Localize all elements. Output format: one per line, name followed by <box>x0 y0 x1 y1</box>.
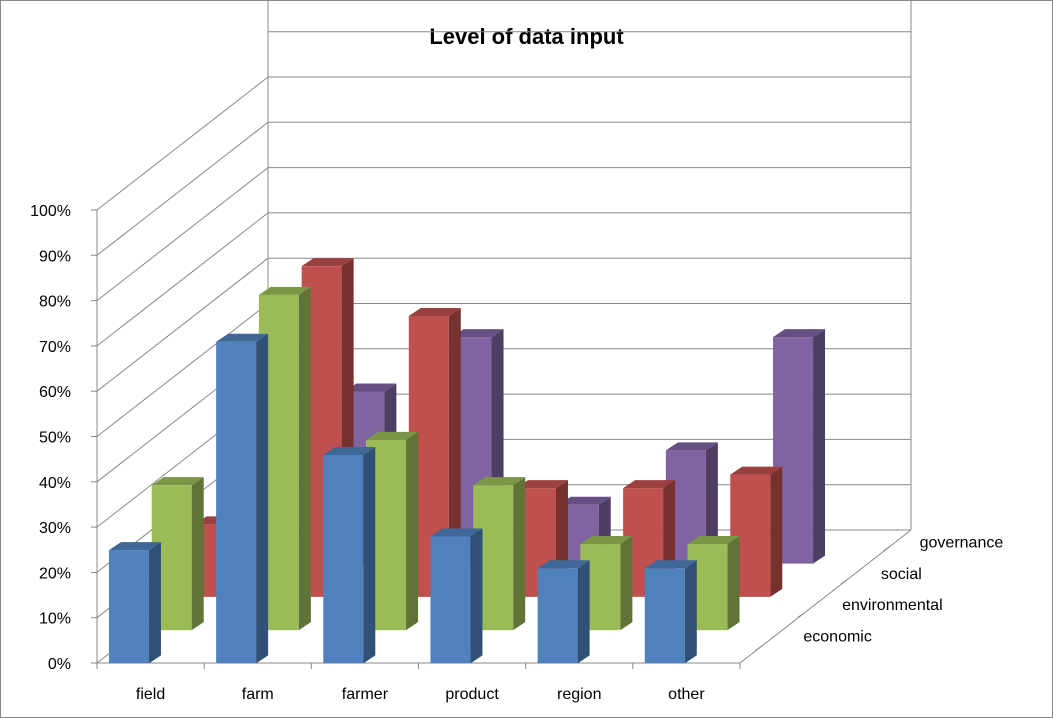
bar-side-environmental <box>298 286 311 631</box>
bar-side-economic <box>148 542 161 664</box>
series-label: environmental <box>842 597 943 614</box>
bar-top-economic <box>216 333 269 342</box>
y-tick-label: 40% <box>39 475 71 492</box>
y-tick-label: 80% <box>39 294 71 311</box>
depth-axis-line <box>739 529 912 664</box>
bar-side-economic <box>256 333 269 664</box>
bar-top-economic <box>537 560 590 569</box>
bar-side-economic <box>363 446 376 664</box>
x-tick-label: other <box>668 686 705 703</box>
side-gridline <box>96 212 269 347</box>
bar-side-social <box>448 308 461 597</box>
chart-title: Level of data input <box>429 24 624 49</box>
bar-front-economic <box>644 568 685 664</box>
bar-side-economic <box>470 528 483 664</box>
bar-side-environmental <box>513 477 526 631</box>
bar-top-governance <box>665 442 718 451</box>
bar-top-economic <box>644 560 697 569</box>
bar-top-environmental <box>151 477 204 486</box>
bar-top-environmental <box>366 431 419 440</box>
bar-top-environmental <box>258 286 311 295</box>
bar-top-social <box>408 308 461 317</box>
side-gridline <box>96 303 269 437</box>
depth-tick-mark <box>797 612 805 618</box>
bar-front-economic <box>216 341 257 664</box>
bar-top-economic <box>430 528 483 537</box>
bar-front-economic <box>430 536 471 664</box>
x-tick-label: region <box>557 686 601 703</box>
y-tick-label: 70% <box>39 339 71 356</box>
bar-top-environmental <box>580 536 633 545</box>
x-tick-label: product <box>445 686 499 703</box>
bar-top-environmental <box>473 477 526 486</box>
bar-top-social <box>301 258 354 267</box>
bar-top-social <box>730 466 783 475</box>
side-gridline <box>96 121 269 256</box>
bar-top-governance <box>344 383 397 392</box>
bar-side-environmental <box>406 431 419 631</box>
depth-tick-mark <box>840 579 848 585</box>
series-label: governance <box>920 535 1004 552</box>
y-tick-label: 100% <box>30 203 71 220</box>
bar-top-social <box>623 480 676 489</box>
bar-side-governance <box>813 329 826 564</box>
x-tick-label: farmer <box>342 686 389 703</box>
bar-top-social <box>515 480 568 489</box>
bar-side-environmental <box>727 536 740 631</box>
series-label: social <box>881 566 922 583</box>
bar-side-economic <box>577 560 590 664</box>
series-label: economic <box>803 628 871 645</box>
bar-side-economic <box>684 560 697 664</box>
bar-front-economic <box>323 454 364 664</box>
x-tick-label: field <box>136 686 165 703</box>
depth-tick-mark <box>755 645 762 651</box>
bar-top-environmental <box>687 536 740 545</box>
y-tick-label: 10% <box>39 611 71 628</box>
depth-tick-mark <box>883 546 890 552</box>
y-tick-label: 0% <box>48 656 71 673</box>
y-tick-label: 30% <box>39 520 71 537</box>
side-gridline <box>96 167 269 301</box>
bar-top-governance <box>773 329 826 338</box>
bar-top-economic <box>323 446 376 455</box>
y-tick-label: 50% <box>39 430 71 447</box>
bar-side-governance <box>705 442 718 564</box>
side-gridline <box>96 257 269 392</box>
x-tick-label: farm <box>242 686 274 703</box>
side-gridline <box>96 76 269 211</box>
bar-side-environmental <box>191 477 204 631</box>
y-tick-label: 90% <box>39 248 71 265</box>
bar-top-governance <box>558 496 611 505</box>
bar-front-economic <box>108 550 149 664</box>
bar-side-environmental <box>620 536 633 631</box>
y-tick-label: 60% <box>39 384 71 401</box>
bar-front-economic <box>537 568 578 664</box>
bar-side-social <box>770 466 783 597</box>
bar-top-economic <box>108 542 161 551</box>
bar-top-governance <box>451 329 504 338</box>
y-tick-label: 20% <box>39 565 71 582</box>
